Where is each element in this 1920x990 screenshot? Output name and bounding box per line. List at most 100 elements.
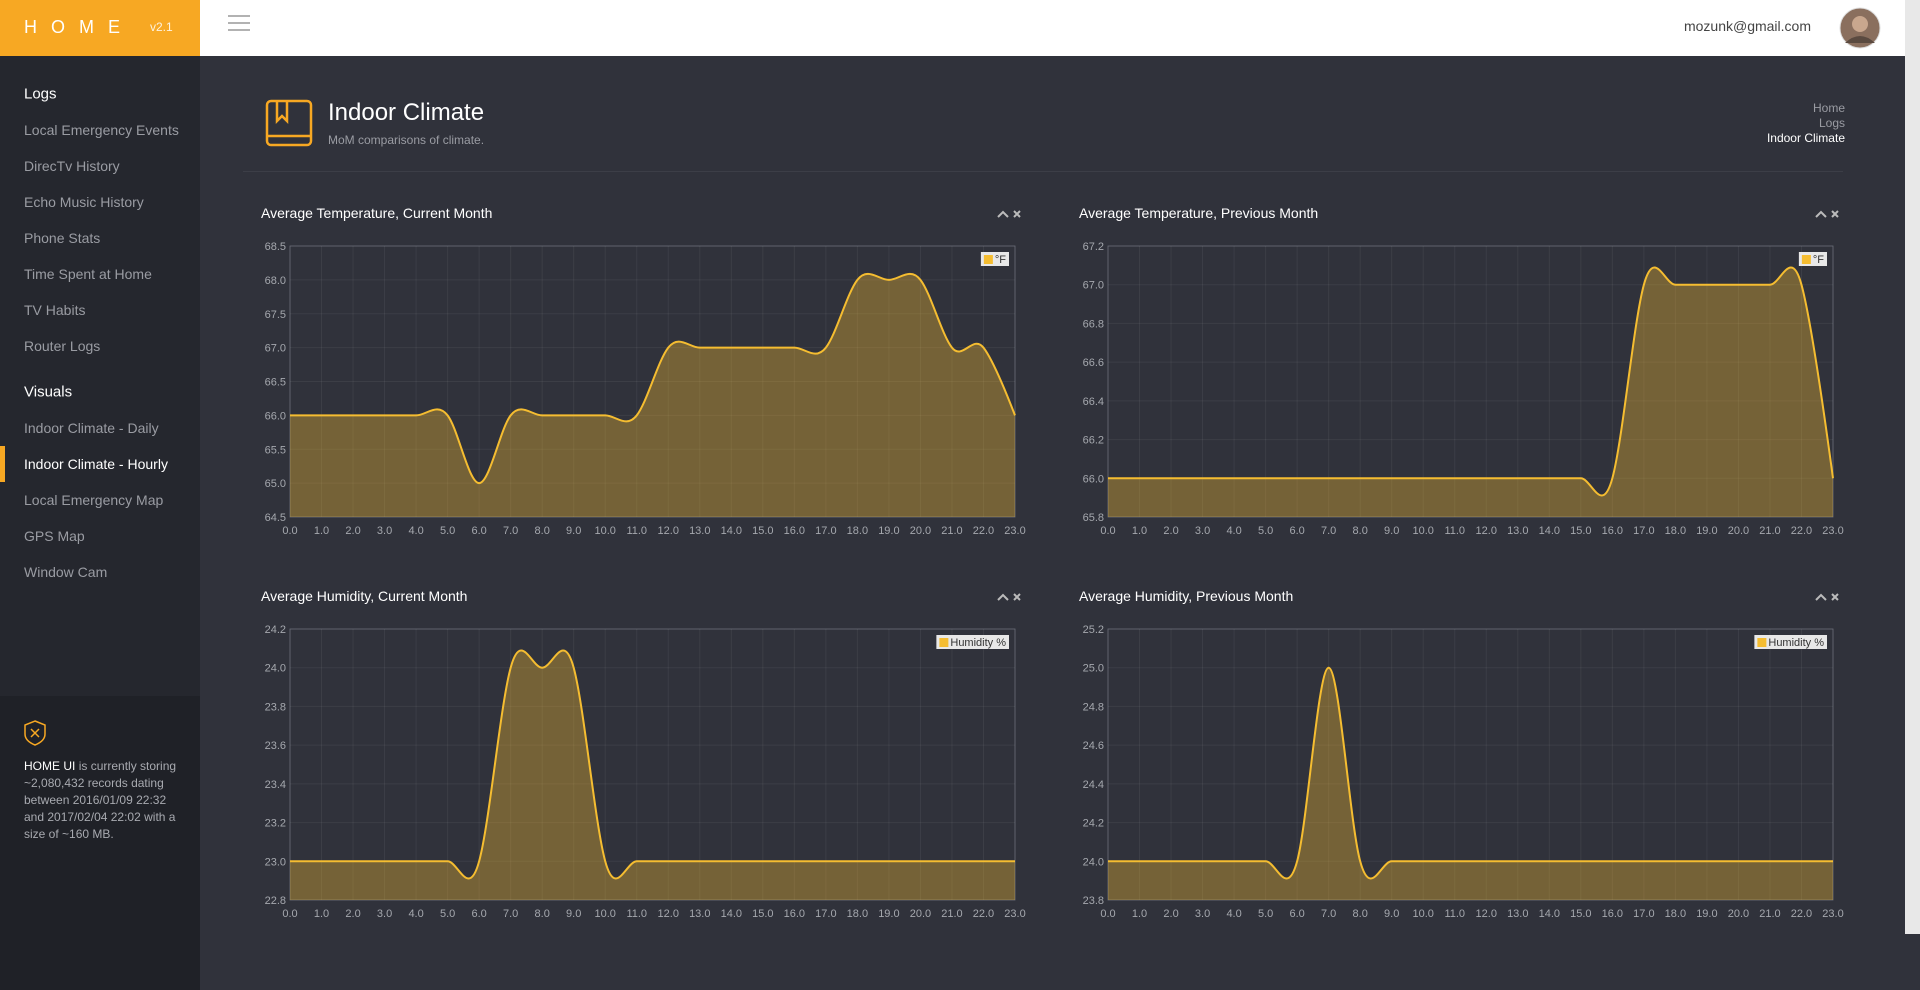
y-tick-label: 24.2 (1083, 818, 1104, 830)
chart-title: Average Temperature, Current Month (261, 205, 492, 221)
collapse-icon[interactable] (1815, 210, 1827, 218)
nav-item[interactable]: DirecTv History (24, 158, 120, 174)
close-icon[interactable] (1013, 210, 1021, 218)
info-body: is currently storing ~2,080,432 records … (24, 759, 177, 841)
x-tick-label: 14.0 (721, 908, 742, 920)
x-tick-label: 8.0 (535, 525, 550, 537)
y-tick-label: 23.4 (265, 779, 286, 791)
breadcrumb: Indoor Climate (1766, 131, 1845, 145)
nav-item[interactable]: Indoor Climate - Daily (24, 420, 159, 436)
nav-item[interactable]: TV Habits (24, 302, 86, 318)
line (1108, 266, 1834, 497)
x-tick-label: 7.0 (503, 908, 518, 920)
nav-item[interactable]: Window Cam (24, 564, 108, 580)
x-tick-label: 19.0 (878, 908, 899, 920)
y-tick-label: 25.0 (1083, 663, 1104, 675)
y-tick-label: 24.0 (265, 663, 286, 675)
x-tick-label: 10.0 (1413, 908, 1434, 920)
area (290, 650, 1015, 900)
x-tick-label: 12.0 (658, 525, 679, 537)
x-tick-label: 17.0 (1633, 525, 1654, 537)
x-tick-label: 9.0 (566, 525, 581, 537)
x-tick-label: 4.0 (408, 908, 423, 920)
x-tick-label: 17.0 (815, 525, 836, 537)
x-tick-label: 5.0 (440, 908, 455, 920)
nav-item[interactable]: Local Emergency Map (24, 492, 164, 508)
top-bar: mozunk@gmail.com (0, 0, 1905, 56)
nav-item[interactable]: Echo Music History (24, 194, 144, 210)
x-tick-label: 18.0 (847, 525, 868, 537)
collapse-icon[interactable] (1815, 593, 1827, 601)
x-tick-label: 4.0 (1226, 525, 1241, 537)
x-tick-label: 14.0 (1539, 525, 1560, 537)
menu-icon[interactable] (228, 15, 250, 31)
x-tick-label: 12.0 (1476, 908, 1497, 920)
x-tick-label: 16.0 (1602, 908, 1623, 920)
x-tick-label: 9.0 (1384, 525, 1399, 537)
y-tick-label: 23.8 (1083, 895, 1104, 907)
logo[interactable]: HOME v2.1 (0, 0, 200, 56)
x-tick-label: 21.0 (941, 525, 962, 537)
x-tick-label: 19.0 (878, 525, 899, 537)
y-tick-label: 65.8 (1083, 512, 1104, 524)
y-tick-label: 68.0 (265, 275, 286, 287)
x-tick-label: 22.0 (1791, 908, 1812, 920)
x-tick-label: 0.0 (1100, 908, 1115, 920)
breadcrumb[interactable]: Logs (1818, 116, 1845, 130)
y-tick-label: 67.5 (265, 309, 286, 321)
y-tick-label: 24.2 (265, 624, 286, 636)
x-tick-label: 20.0 (1728, 525, 1749, 537)
x-tick-label: 2.0 (345, 525, 360, 537)
breadcrumb[interactable]: Home (1812, 101, 1845, 115)
y-tick-label: 25.2 (1083, 624, 1104, 636)
x-tick-label: 20.0 (910, 908, 931, 920)
nav-item[interactable]: Time Spent at Home (24, 266, 152, 282)
section-title: Visuals (24, 383, 73, 401)
chart-title: Average Temperature, Previous Month (1079, 205, 1318, 221)
user-email[interactable]: mozunk@gmail.com (1683, 18, 1811, 34)
x-tick-label: 23.0 (1822, 525, 1843, 537)
nav-item[interactable]: Local Emergency Events (24, 122, 179, 138)
x-tick-label: 19.0 (1696, 908, 1717, 920)
x-tick-label: 22.0 (973, 525, 994, 537)
x-tick-label: 1.0 (314, 525, 329, 537)
collapse-icon[interactable] (997, 210, 1009, 218)
x-tick-label: 8.0 (535, 908, 550, 920)
x-tick-label: 0.0 (282, 525, 297, 537)
plot-area (289, 628, 1016, 901)
y-tick-label: 66.6 (1083, 357, 1104, 369)
y-tick-label: 66.0 (1083, 473, 1104, 485)
nav-item[interactable]: Phone Stats (24, 230, 101, 246)
close-icon[interactable] (1831, 593, 1839, 601)
close-icon[interactable] (1831, 210, 1839, 218)
x-tick-label: 13.0 (1507, 908, 1528, 920)
x-tick-label: 0.0 (282, 908, 297, 920)
x-tick-label: 13.0 (689, 908, 710, 920)
x-tick-label: 15.0 (752, 525, 773, 537)
x-tick-label: 6.0 (1289, 908, 1304, 920)
x-tick-label: 23.0 (1822, 908, 1843, 920)
sidebar: HOME UI is currently storing ~2,080,432 … (0, 56, 200, 990)
chart: Average Humidity, Current Month 22.8 23.0 2… (261, 588, 1026, 920)
nav-item[interactable]: GPS Map (24, 528, 85, 544)
x-tick-label: 3.0 (1195, 525, 1210, 537)
y-tick-label: 66.8 (1083, 318, 1104, 330)
y-tick-label: 23.6 (265, 740, 286, 752)
scrollbar[interactable] (1905, 0, 1920, 934)
collapse-icon[interactable] (997, 593, 1009, 601)
x-tick-label: 14.0 (721, 525, 742, 537)
nav-item[interactable]: Indoor Climate - Hourly (24, 456, 168, 472)
nav-item[interactable]: Router Logs (24, 338, 101, 354)
section-title: Logs (24, 85, 57, 103)
x-tick-label: 20.0 (910, 525, 931, 537)
x-tick-label: 16.0 (1602, 525, 1623, 537)
y-tick-label: 66.5 (265, 377, 286, 389)
x-tick-label: 3.0 (1195, 908, 1210, 920)
close-icon[interactable] (1013, 593, 1021, 601)
info-text: HOME UI is currently storing ~2,080,432 … (24, 758, 179, 843)
x-tick-label: 8.0 (1353, 525, 1368, 537)
area (1108, 267, 1833, 517)
avatar[interactable] (1839, 7, 1881, 49)
y-tick-label: 24.6 (1083, 740, 1104, 752)
